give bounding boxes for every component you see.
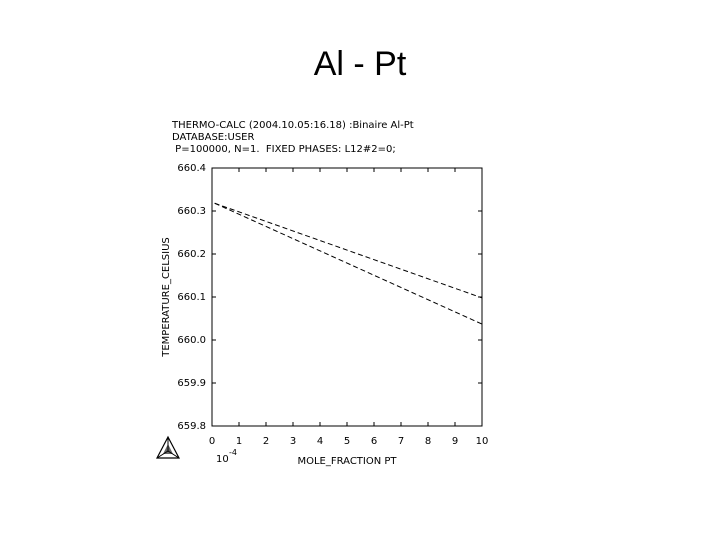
chart-subtitle: P=100000, N=1. FIXED PHASES: L12#2=0; xyxy=(172,144,396,155)
x-tick-label: 10 xyxy=(476,436,489,447)
x-tick-label: 1 xyxy=(236,436,242,447)
series-line xyxy=(214,202,483,299)
x-tick-label: 8 xyxy=(425,436,431,447)
x-tick-label: 2 xyxy=(263,436,269,447)
slide-title: Al - Pt xyxy=(314,45,407,83)
x-tick-label: 4 xyxy=(317,436,323,447)
chart-subtitle: DATABASE:USER xyxy=(172,132,254,143)
y-tick-label: 660.3 xyxy=(177,206,206,217)
x-tick-label: 9 xyxy=(452,436,458,447)
chart-title: THERMO-CALC (2004.10.05:16.18) :Binaire … xyxy=(171,120,414,131)
logo xyxy=(156,435,180,459)
y-tick-label: 660.2 xyxy=(177,249,206,260)
x-tick-label: 0 xyxy=(209,436,215,447)
plot-frame xyxy=(211,167,483,427)
x-axis-label: MOLE_FRACTION PT xyxy=(297,456,397,467)
x-tick-label: 7 xyxy=(398,436,404,447)
x-tick-label: 3 xyxy=(290,436,296,447)
x-tick-label: 6 xyxy=(371,436,377,447)
series-line xyxy=(214,202,483,325)
x-tick-label: 5 xyxy=(344,436,350,447)
y-axis-label: TEMPERATURE_CELSIUS xyxy=(161,237,172,358)
x-scale-exponent: -4 xyxy=(229,448,237,457)
y-tick-label: 660.4 xyxy=(177,163,206,174)
y-tick-label: 660.0 xyxy=(177,335,206,346)
y-tick-label: 660.1 xyxy=(177,292,206,303)
y-tick-label: 659.9 xyxy=(177,378,206,389)
x-scale-base: 10 xyxy=(216,454,229,465)
y-tick-label: 659.8 xyxy=(177,421,206,432)
